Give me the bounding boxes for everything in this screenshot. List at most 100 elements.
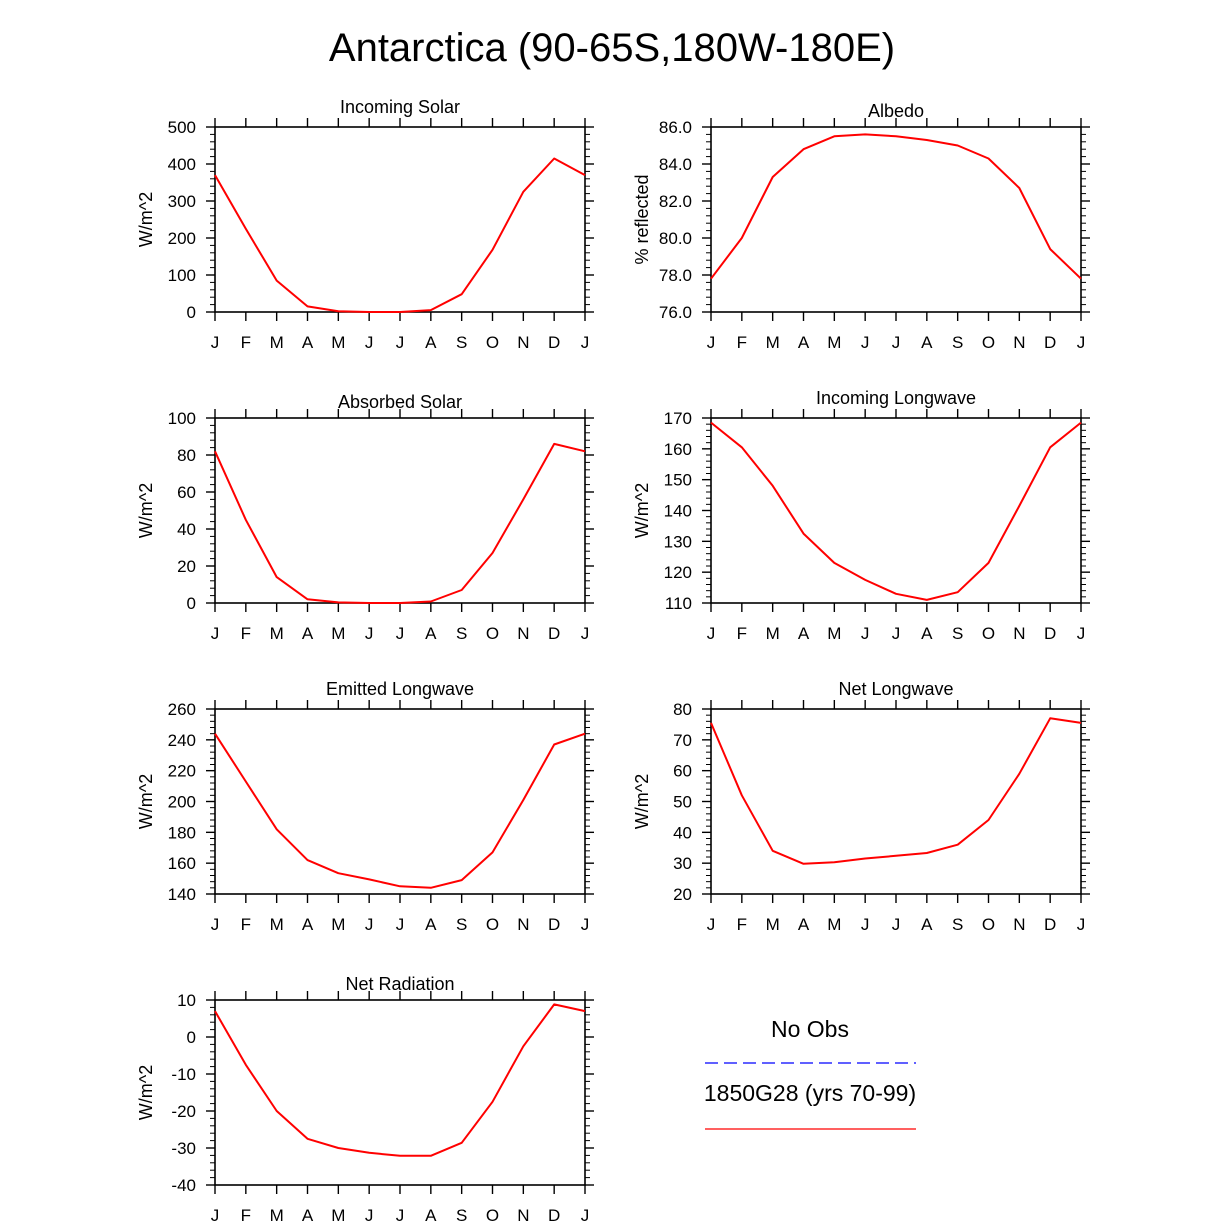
y-tick-label: -20 [171,1102,196,1121]
x-tick-label: N [1013,624,1025,643]
y-tick-label: 500 [168,118,196,137]
y-axis-label: W/m^2 [136,192,156,247]
chart-panel-7: Net Radiation W/m^2 J F M A M J J A S O N D J -40 -30 -20… [136,974,594,1222]
x-tick-label: O [486,333,499,352]
y-tick-label: 220 [168,762,196,781]
x-tick-label: F [241,1206,251,1222]
x-tick-label: A [798,915,810,934]
x-tick-label: J [365,1206,374,1222]
y-tick-label: 180 [168,823,196,842]
y-axis-label: % reflected [632,174,652,264]
x-tick-label: A [798,333,810,352]
x-tick-label: M [270,624,284,643]
y-tick-label: -30 [171,1139,196,1158]
x-tick-label: J [581,915,590,934]
series-line [214,1003,586,1157]
x-tick-label: J [365,624,374,643]
x-tick-label: S [952,333,963,352]
y-tick-label: 80 [673,700,692,719]
x-tick-label: A [302,915,314,934]
x-tick-label: A [425,624,437,643]
x-tick-label: O [982,333,995,352]
x-tick-label: M [331,333,345,352]
y-tick-label: 50 [673,793,692,812]
x-tick-label: A [302,624,314,643]
y-tick-label: 140 [168,885,196,904]
y-tick-label: 0 [187,1028,196,1047]
x-tick-label: O [486,1206,499,1222]
x-tick-label: J [365,333,374,352]
x-tick-label: A [302,1206,314,1222]
x-tick-label: D [548,915,560,934]
y-axis-label: W/m^2 [632,483,652,538]
x-tick-label: J [1077,624,1086,643]
x-tick-label: M [766,333,780,352]
x-tick-label: J [892,333,901,352]
x-tick-label: S [456,333,467,352]
x-tick-label: D [548,333,560,352]
y-tick-label: 80.0 [659,229,692,248]
x-tick-label: D [1044,915,1056,934]
y-axis-label: W/m^2 [136,774,156,829]
x-tick-label: J [1077,915,1086,934]
x-tick-label: J [707,915,716,934]
y-tick-label: 0 [187,594,196,613]
y-tick-label: 140 [664,502,692,521]
chart-title: Net Longwave [838,679,953,699]
x-tick-label: M [270,1206,284,1222]
series-line [710,133,1082,280]
x-tick-label: J [211,915,220,934]
x-tick-label: J [396,915,405,934]
x-tick-label: M [827,624,841,643]
y-tick-label: 100 [168,266,196,285]
y-axis-label: W/m^2 [136,483,156,538]
x-tick-label: J [581,333,590,352]
x-tick-label: J [396,624,405,643]
x-tick-label: M [270,915,284,934]
y-tick-label: 10 [177,991,196,1010]
chart-title: Absorbed Solar [338,392,462,412]
x-tick-label: S [456,624,467,643]
x-tick-label: A [921,624,933,643]
y-tick-label: 300 [168,192,196,211]
x-tick-label: J [365,915,374,934]
y-tick-label: -10 [171,1065,196,1084]
series-line [214,732,586,889]
y-tick-label: 82.0 [659,192,692,211]
x-tick-label: O [486,624,499,643]
x-tick-label: S [952,915,963,934]
plot-frame [710,417,1082,604]
y-tick-label: 120 [664,563,692,582]
plot-frame [214,708,586,895]
x-tick-label: J [211,333,220,352]
plot-frame [214,126,586,313]
x-tick-label: N [1013,915,1025,934]
x-tick-label: M [270,333,284,352]
x-tick-label: N [517,1206,529,1222]
x-tick-label: S [456,915,467,934]
x-tick-label: F [241,333,251,352]
y-tick-label: 76.0 [659,303,692,322]
plot-frame [710,708,1082,895]
y-tick-label: 160 [664,440,692,459]
y-tick-label: 80 [177,446,196,465]
x-tick-label: F [737,333,747,352]
x-tick-label: J [892,915,901,934]
x-tick-label: J [581,624,590,643]
y-tick-label: -40 [171,1176,196,1195]
x-tick-label: A [425,915,437,934]
x-tick-label: M [331,1206,345,1222]
y-axis-label: W/m^2 [136,1065,156,1120]
chart-title: Emitted Longwave [326,679,474,699]
x-tick-label: N [517,915,529,934]
x-tick-label: J [396,333,405,352]
x-tick-label: A [798,624,810,643]
x-tick-label: S [952,624,963,643]
y-tick-label: 0 [187,303,196,322]
y-tick-label: 20 [673,885,692,904]
